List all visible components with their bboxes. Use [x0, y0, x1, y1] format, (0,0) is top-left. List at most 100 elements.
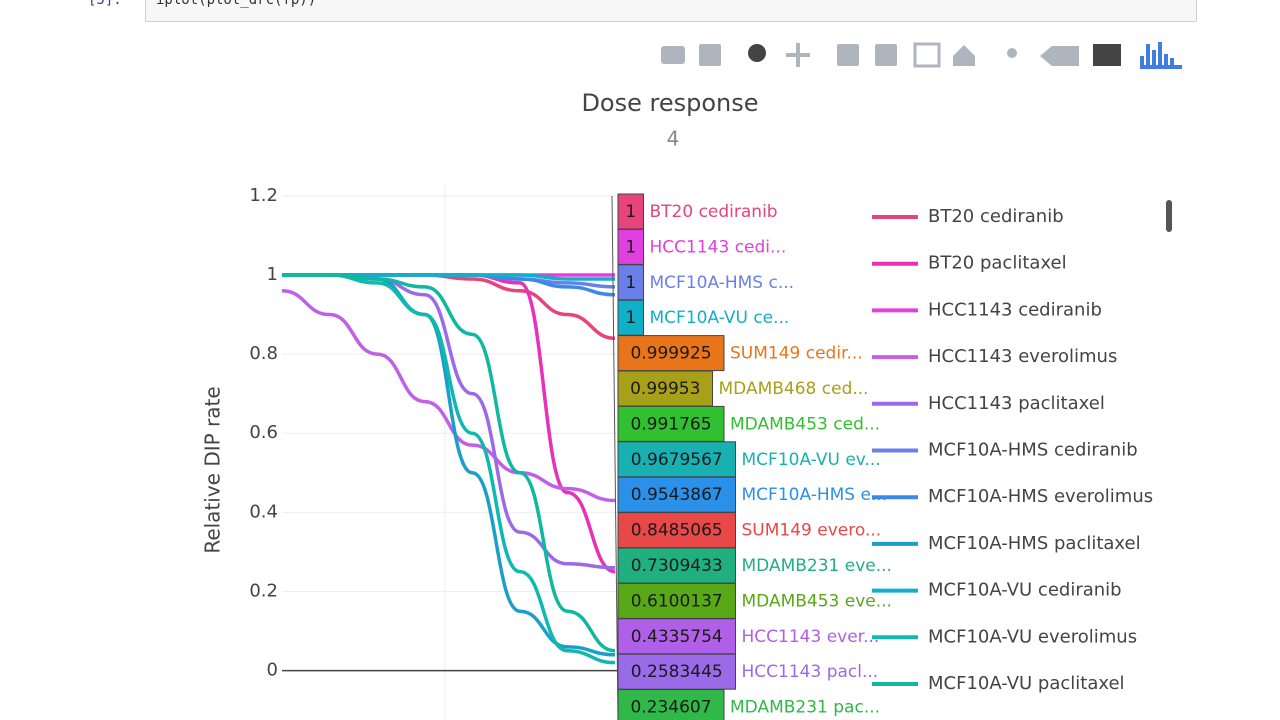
hover-box [617, 370, 713, 407]
hover-value: 0.999925 [630, 344, 711, 364]
hover-box [617, 441, 736, 478]
hover-name: MCF10A-HMS c... [650, 273, 795, 293]
pan-icon[interactable] [786, 43, 810, 67]
hover-label: 0.999925 SUM149 cedir... [617, 335, 863, 372]
hover-label: 1 MCF10A-VU ce... [617, 299, 790, 336]
legend-label[interactable]: MCF10A-VU cediranib [928, 580, 1122, 601]
hover-value: 0.8485065 [631, 521, 723, 541]
hover-label: 0.99953 MDAMB468 ced... [617, 370, 869, 407]
hover-label: 0.9543867 MCF10A-HMS e... [617, 476, 888, 513]
hover-label: 0.7309433 MDAMB231 eve... [617, 547, 892, 584]
y-tick-label: 1.2 [249, 185, 278, 206]
hover-value: 0.2583445 [631, 662, 723, 682]
hover-value: 0.4335754 [631, 627, 723, 647]
home-icon[interactable] [953, 45, 975, 66]
y-tick-label: 0 [267, 660, 278, 681]
legend-label[interactable]: MCF10A-VU everolimus [928, 626, 1137, 647]
hover-spike [611, 195, 619, 720]
hover-name: HCC1143 pacl... [742, 662, 879, 682]
autoscale-icon[interactable] [913, 42, 941, 68]
modebar [661, 42, 1182, 69]
hover-value: 0.99953 [630, 379, 700, 399]
legend-label[interactable]: HCC1143 paclitaxel [928, 393, 1105, 414]
hover-value: 0.9679567 [631, 450, 723, 470]
hover-value: 0.9543867 [631, 485, 723, 505]
series-line [281, 273, 616, 657]
hover-name: BT20 cediranib [650, 202, 778, 222]
hover-name: MDAMB231 eve... [742, 556, 892, 576]
legend-label[interactable]: MCF10A-HMS paclitaxel [928, 533, 1141, 554]
hover-name: MDAMB468 ced... [719, 379, 869, 399]
legend-label[interactable]: BT20 paclitaxel [928, 253, 1067, 274]
hover-box [617, 476, 736, 513]
hover-value: 1 [625, 237, 636, 257]
series-line [281, 273, 616, 665]
y-tick-label: 0.4 [249, 501, 278, 522]
hover-value: 1 [625, 273, 636, 293]
chart-subtitle: 4 [667, 127, 680, 151]
hover-label: 0.4335754 HCC1143 ever... [617, 618, 880, 655]
hover-value: 0.234607 [630, 698, 711, 718]
code-cell[interactable] [145, 0, 1197, 22]
hover-box [617, 512, 736, 549]
hover-box [617, 653, 736, 690]
y-tick-label: 0.8 [249, 343, 278, 364]
hover-box [617, 547, 736, 584]
hover-value: 0.991765 [630, 414, 711, 434]
legend-label[interactable]: MCF10A-HMS cediranib [928, 440, 1138, 461]
series-line [281, 273, 616, 653]
series-line [281, 289, 616, 503]
hover-box [617, 689, 725, 720]
hover-box [617, 264, 644, 301]
hover-value: 0.6100137 [631, 591, 723, 611]
hover-name: SUM149 cedir... [730, 344, 863, 364]
hover-name: MCF10A-HMS e... [742, 485, 888, 505]
hover-value: 1 [625, 202, 636, 222]
hover-compare-icon[interactable] [1093, 44, 1121, 66]
hover-label: 0.991765 MDAMB453 ced... [617, 405, 880, 442]
hover-name: MDAMB453 ced... [730, 414, 880, 434]
hover-name: SUM149 evero... [742, 521, 882, 541]
zoom-icon[interactable] [748, 44, 766, 62]
hover-label: 0.234607 MDAMB231 pac... [617, 689, 880, 720]
hover-closest-icon[interactable] [1040, 46, 1079, 66]
hover-value: 0.7309433 [631, 556, 723, 576]
hover-label: 0.6100137 MDAMB453 eve... [617, 582, 892, 619]
hover-name: MCF10A-VU ev... [742, 450, 881, 470]
hover-name: MCF10A-VU ce... [650, 308, 790, 328]
camera-icon[interactable] [661, 46, 685, 64]
hover-name: HCC1143 ever... [742, 627, 880, 647]
hover-value: 1 [625, 308, 636, 328]
legend-label[interactable]: BT20 cediranib [928, 206, 1064, 227]
zoom-in-icon[interactable] [837, 44, 859, 66]
hover-box [617, 299, 644, 336]
zoom-out-icon[interactable] [875, 44, 897, 66]
spike-icon[interactable] [1007, 48, 1017, 58]
plotly-logo[interactable] [1140, 42, 1182, 69]
y-axis-label: Relative DIP rate [201, 386, 225, 553]
legend-label[interactable]: MCF10A-VU paclitaxel [928, 673, 1125, 694]
y-tick-label: 1 [267, 264, 278, 285]
legend-label[interactable]: HCC1143 everolimus [928, 346, 1117, 367]
chart-title: Dose response [581, 89, 758, 117]
hover-label: 0.9679567 MCF10A-VU ev... [617, 441, 881, 478]
hover-name: MDAMB453 eve... [742, 591, 892, 611]
cell-prompt: [5]: [88, 0, 122, 8]
cell-code: iplot(plot_drc(fp)) [156, 0, 317, 8]
legend-scrollbar[interactable] [1166, 200, 1172, 232]
hover-name: MDAMB231 pac... [730, 698, 880, 718]
hover-box [617, 618, 736, 655]
legend-label[interactable]: MCF10A-HMS everolimus [928, 486, 1153, 507]
hover-label: 0.8485065 SUM149 evero... [617, 512, 882, 549]
hover-box [617, 582, 736, 619]
legend-label[interactable]: HCC1143 cediranib [928, 299, 1102, 320]
y-tick-label: 0.2 [249, 580, 278, 601]
hover-label: 1 BT20 cediranib [617, 193, 778, 230]
y-tick-label: 0.6 [249, 422, 278, 443]
hover-box [617, 335, 725, 372]
hover-name: HCC1143 cedi... [650, 237, 787, 257]
hover-label: 1 HCC1143 cedi... [617, 228, 787, 265]
save-icon[interactable] [699, 44, 721, 66]
